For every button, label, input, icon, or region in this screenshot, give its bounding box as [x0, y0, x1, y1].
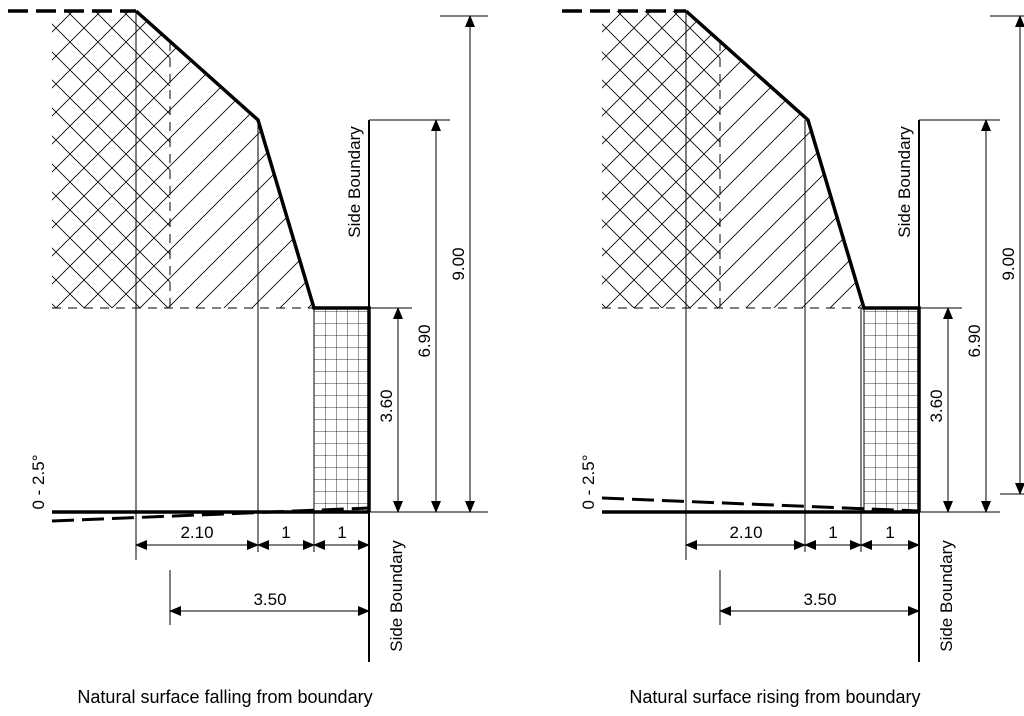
grid-zone	[313, 307, 370, 513]
grid-zone	[863, 307, 920, 513]
diagram-falling: 2.10 1 1 3.50 3.60 6.90 9.00 Side Bounda…	[8, 9, 488, 707]
dim-2-10: 2.10	[180, 523, 213, 542]
side-boundary-label-upper: Side Boundary	[345, 126, 364, 238]
dim-1a: 1	[828, 523, 837, 542]
dim-6-90: 6.90	[415, 324, 434, 357]
side-boundary-label-upper: Side Boundary	[895, 126, 914, 238]
dim-3-50: 3.50	[803, 590, 836, 609]
dim-3-60: 3.60	[377, 389, 396, 422]
dim-1b: 1	[337, 523, 346, 542]
dim-2-10: 2.10	[729, 523, 762, 542]
dim-3-60: 3.60	[927, 389, 946, 422]
dim-9-00: 9.00	[449, 247, 468, 280]
caption-falling: Natural surface falling from boundary	[77, 687, 372, 707]
diagonal-hatch-zone	[136, 11, 314, 308]
crosshatch-zone	[52, 11, 170, 308]
diagonal-hatch-zone	[686, 11, 864, 308]
slope-label: 0 - 2.5°	[29, 455, 48, 510]
dim-9-00: 9.00	[999, 247, 1018, 280]
slope-label: 0 - 2.5°	[579, 455, 598, 510]
dim-6-90: 6.90	[965, 324, 984, 357]
dim-1a: 1	[281, 523, 290, 542]
crosshatch-zone	[602, 11, 720, 308]
dim-1b: 1	[885, 523, 894, 542]
dim-3-50: 3.50	[253, 590, 286, 609]
side-boundary-label-lower: Side Boundary	[937, 540, 956, 652]
caption-rising: Natural surface rising from boundary	[629, 687, 920, 707]
side-boundary-label-lower: Side Boundary	[387, 540, 406, 652]
diagram-rising: 2.10 1 1 3.50 3.60 6.90 9.00 Side Bounda…	[562, 9, 1024, 707]
